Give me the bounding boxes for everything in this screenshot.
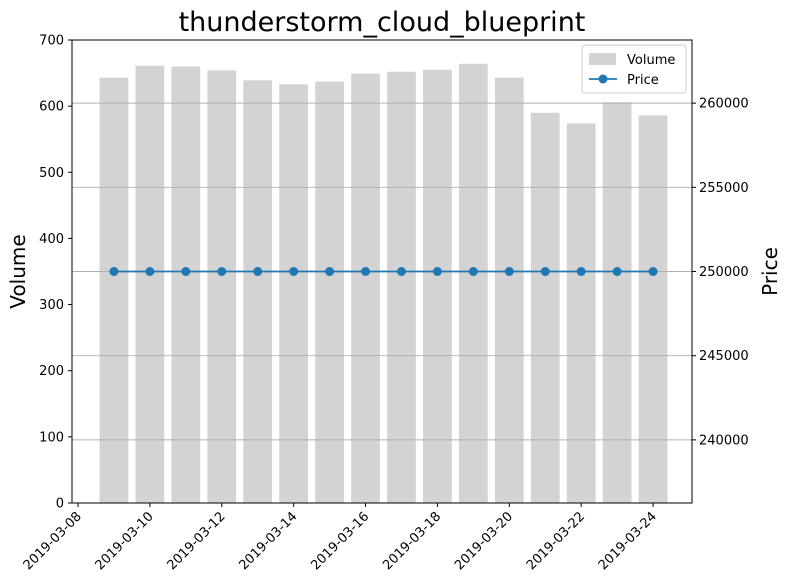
chart-title: thunderstorm_cloud_blueprint bbox=[179, 7, 586, 38]
x-tick-label: 2019-03-10 bbox=[93, 509, 157, 573]
bar-volume bbox=[99, 77, 129, 504]
price-point bbox=[540, 267, 550, 276]
price-point bbox=[504, 267, 514, 276]
legend-swatch-volume bbox=[589, 53, 616, 65]
y2-tick-label: 255000 bbox=[699, 181, 749, 196]
y2-tick-label: 245000 bbox=[699, 349, 749, 364]
price-point bbox=[181, 267, 191, 276]
bar-volume bbox=[602, 102, 632, 503]
y-tick-label: 400 bbox=[39, 232, 64, 247]
y-tick-label: 200 bbox=[39, 364, 64, 379]
bar-volume bbox=[315, 81, 344, 504]
y-tick-label: 500 bbox=[39, 166, 64, 181]
y2-tick-label: 240000 bbox=[699, 433, 749, 448]
x-tick-label: 2019-03-14 bbox=[236, 509, 300, 573]
bar-volume bbox=[207, 70, 237, 503]
y2-tick-label: 260000 bbox=[699, 97, 749, 112]
x-axis: 2019-03-08 2019-03-10 2019-03-12 2019-03-14… bbox=[21, 503, 660, 573]
price-point bbox=[325, 267, 335, 276]
bar-volume bbox=[530, 112, 560, 503]
x-tick-label: 2019-03-16 bbox=[308, 509, 372, 573]
y2-axis-title: Price bbox=[758, 247, 782, 296]
y-axis-left: 0 100 200 300 400 500 600 700 bbox=[39, 34, 72, 512]
bar-volume bbox=[279, 84, 309, 504]
x-tick-label: 2019-03-18 bbox=[380, 509, 444, 573]
x-tick-label: 2019-03-12 bbox=[165, 509, 229, 573]
y2-tick-label: 250000 bbox=[699, 265, 749, 280]
bar-volume bbox=[638, 115, 668, 503]
legend-swatch-price-marker bbox=[598, 74, 608, 84]
price-point bbox=[648, 267, 658, 276]
y-tick-label: 0 bbox=[56, 497, 64, 512]
x-tick-label: 2019-03-22 bbox=[524, 509, 588, 573]
x-tick-label: 2019-03-20 bbox=[452, 509, 516, 573]
legend-label-price: Price bbox=[627, 73, 659, 88]
bar-volume bbox=[243, 80, 273, 504]
bar-volume bbox=[458, 63, 488, 503]
bar-volume bbox=[171, 66, 201, 503]
bar-series-volume bbox=[99, 63, 668, 504]
price-point bbox=[396, 267, 406, 276]
legend-label-volume: Volume bbox=[627, 53, 675, 68]
bar-volume bbox=[423, 69, 452, 503]
y-axis-title: Volume bbox=[6, 234, 30, 308]
price-point bbox=[109, 267, 119, 276]
price-point bbox=[576, 267, 586, 276]
y-axis-right: 240000 245000 250000 255000 260000 bbox=[692, 97, 749, 448]
bar-volume bbox=[494, 77, 524, 504]
bar-volume bbox=[566, 123, 596, 503]
bar-volume bbox=[351, 73, 380, 504]
y-tick-label: 600 bbox=[39, 100, 64, 115]
price-point bbox=[432, 267, 442, 276]
price-point bbox=[612, 267, 622, 276]
price-point bbox=[361, 267, 371, 276]
price-point bbox=[217, 267, 227, 276]
line-series-price bbox=[109, 267, 658, 276]
bar-volume bbox=[135, 65, 165, 503]
y-tick-label: 300 bbox=[39, 298, 64, 313]
bar-volume bbox=[387, 71, 416, 504]
y-tick-label: 700 bbox=[39, 34, 64, 49]
price-point bbox=[468, 267, 478, 276]
price-point bbox=[145, 267, 155, 276]
legend: Volume Price bbox=[581, 44, 687, 94]
x-tick-label: 2019-03-08 bbox=[21, 509, 85, 573]
x-tick-label: 2019-03-24 bbox=[596, 509, 660, 573]
price-point bbox=[289, 267, 299, 276]
price-point bbox=[253, 267, 263, 276]
y-tick-label: 100 bbox=[39, 430, 64, 445]
